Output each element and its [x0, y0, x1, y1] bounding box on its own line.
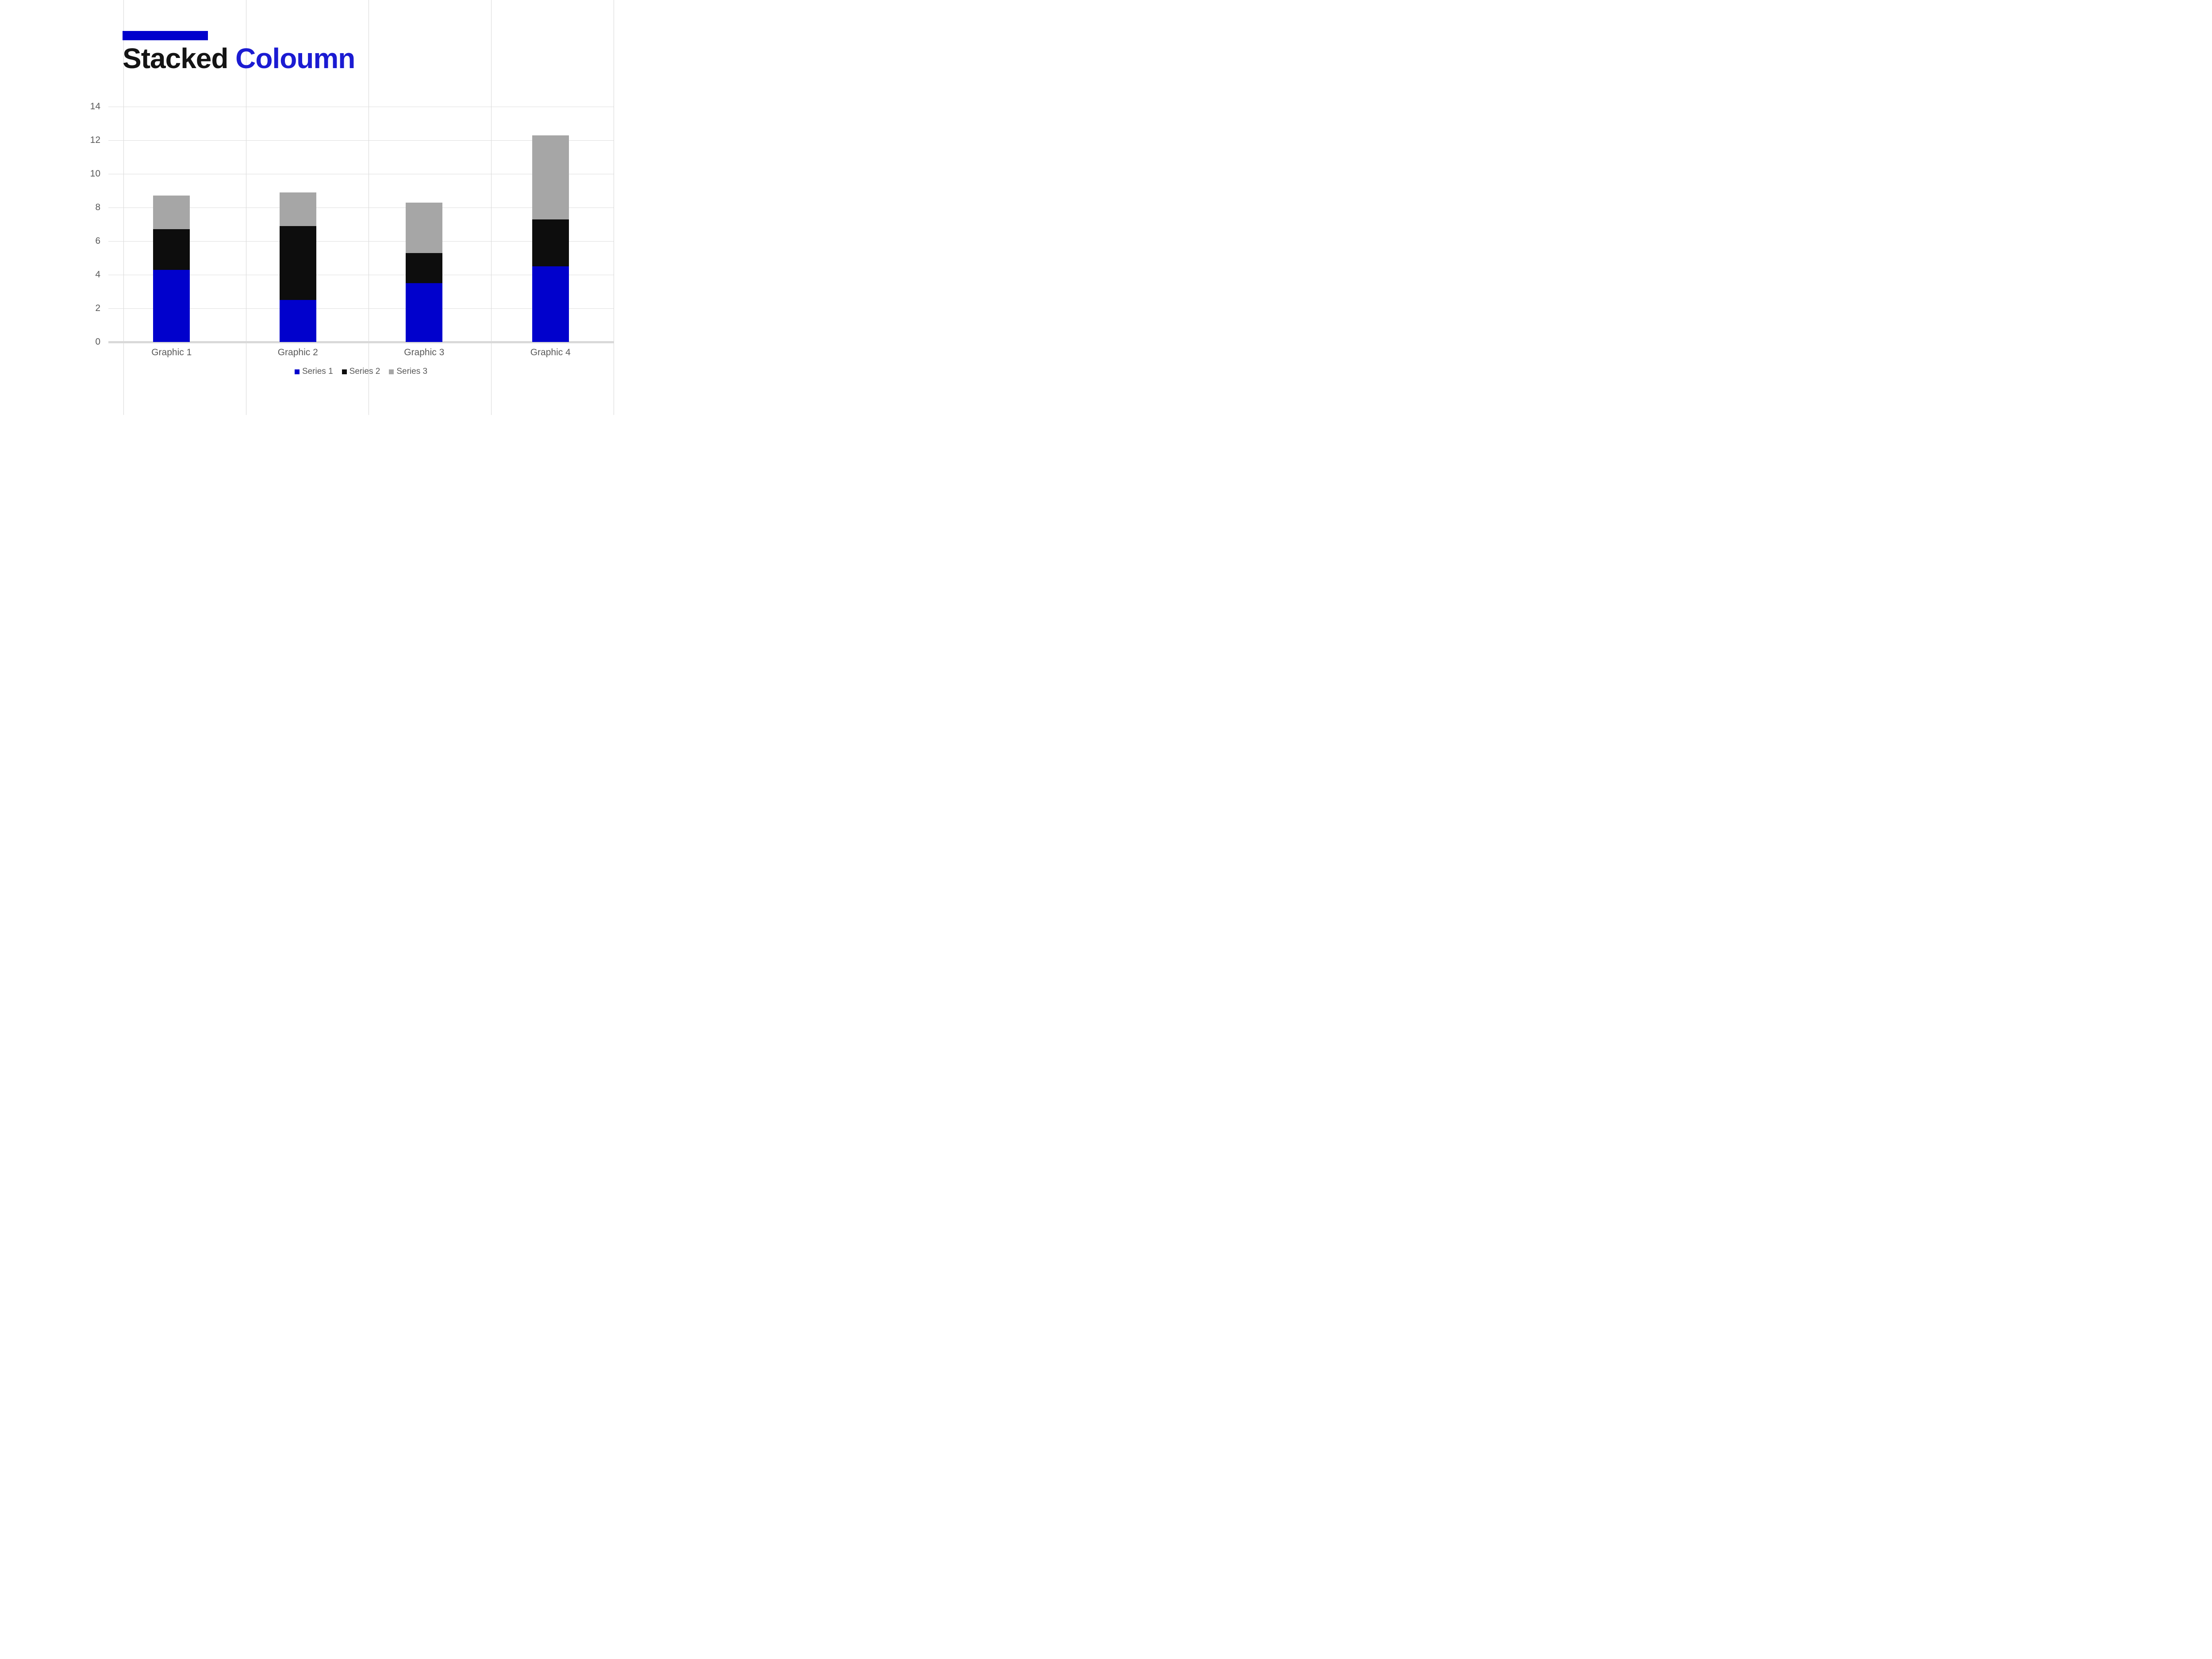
x-axis-label-1: Graphic 1 — [151, 347, 192, 357]
title-accent-bar — [123, 31, 208, 40]
y-axis-label-0: 0 — [95, 337, 100, 347]
title-text-blue: Coloumn — [235, 42, 355, 74]
x-axis-label-3: Graphic 3 — [404, 347, 445, 357]
y-axis-label-14: 14 — [90, 101, 100, 111]
bar-graphic-4-series-3 — [532, 135, 569, 219]
y-axis-label-10: 10 — [90, 169, 100, 179]
x-axis-label-4: Graphic 4 — [530, 347, 571, 357]
title-text-black: Stacked — [123, 42, 228, 74]
bar-graphic-2-series-1 — [279, 300, 316, 342]
x-axis-line — [108, 341, 614, 343]
legend-item-series-1: Series 1 — [294, 367, 333, 376]
gridline-y-6 — [108, 241, 614, 242]
legend-swatch-series-1 — [294, 369, 300, 374]
y-axis-label-6: 6 — [95, 236, 100, 246]
slide-canvas: Stacked Coloumn 0 2 4 6 8 10 12 14 Graphic 1 Graph… — [0, 0, 737, 415]
bar-graphic-1-series-3 — [153, 196, 190, 230]
y-axis-label-2: 2 — [95, 303, 100, 313]
bar-graphic-3-series-3 — [406, 202, 443, 253]
gridline-y-12 — [108, 140, 614, 141]
gridline-y-2 — [108, 308, 614, 309]
legend-label: Series 2 — [349, 367, 380, 376]
gridline-y-8 — [108, 207, 614, 208]
y-axis-label-4: 4 — [95, 269, 100, 280]
bar-graphic-1-series-1 — [153, 269, 190, 342]
bar-graphic-3-series-2 — [406, 253, 443, 283]
y-axis-label-8: 8 — [95, 202, 100, 212]
bar-graphic-4-series-1 — [532, 266, 569, 342]
stacked-column-chart: 0 2 4 6 8 10 12 14 Graphic 1 Graphic 2 Graphic 3 Gr… — [0, 0, 737, 415]
legend-label: Series 1 — [302, 367, 333, 376]
legend-item-series-2: Series 2 — [342, 367, 380, 376]
bar-graphic-3-series-1 — [406, 283, 443, 342]
x-axis-label-2: Graphic 2 — [277, 347, 318, 357]
page-title: Stacked Coloumn — [123, 42, 355, 75]
legend-swatch-series-3 — [389, 369, 394, 374]
bar-graphic-2-series-3 — [279, 192, 316, 226]
chart-legend: Series 1 Series 2 Series 3 — [108, 367, 614, 376]
y-axis-label-12: 12 — [90, 135, 100, 145]
bar-graphic-2-series-2 — [279, 226, 316, 300]
legend-label: Series 3 — [396, 367, 428, 376]
legend-item-series-3: Series 3 — [389, 367, 427, 376]
legend-swatch-series-2 — [342, 369, 347, 374]
bar-graphic-1-series-2 — [153, 229, 190, 270]
bar-graphic-4-series-2 — [532, 219, 569, 266]
